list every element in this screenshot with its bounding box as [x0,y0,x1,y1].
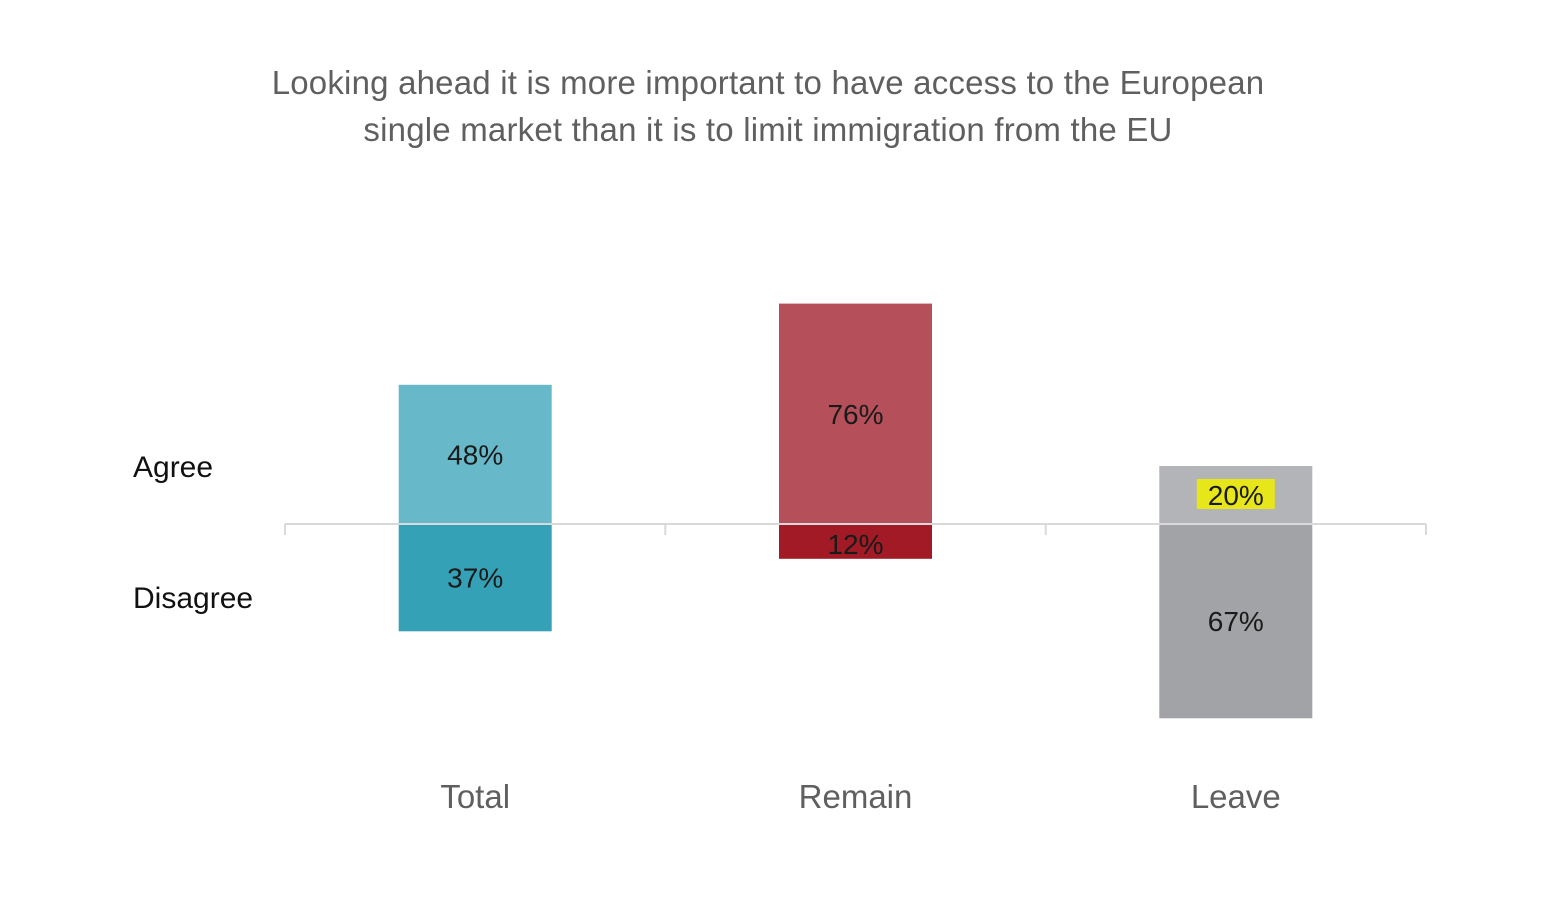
data-label-agree-remain: 76% [827,399,883,430]
category-label-remain: Remain [799,778,913,815]
bar-disagree-total [398,524,552,632]
data-label-agree-leave: 20% [1208,480,1264,511]
category-label-total: Total [440,778,510,815]
data-label-agree-total: 48% [447,439,503,470]
category-label-leave: Leave [1191,778,1281,815]
chart-title-line-1: Looking ahead it is more important to ha… [271,64,1265,101]
data-label-disagree-total: 37% [447,563,503,594]
bar-disagree-remain [779,524,932,559]
agree-row-label: Agree [133,451,213,484]
data-label-disagree-leave: 67% [1208,606,1264,637]
chart-title-line-2: single market than it is to limit immigr… [363,111,1173,148]
plot-area: 48% 37% Total 76% 12% Remain 20% 67% Leave [284,303,1427,815]
highlight-marker [1196,479,1275,509]
data-label-disagree-remain: 12% [827,529,883,560]
disagree-row-label: Disagree [133,582,253,615]
bar-disagree-leave [1159,524,1313,719]
bar-agree-total [398,384,552,524]
bar-agree-remain [779,303,932,524]
